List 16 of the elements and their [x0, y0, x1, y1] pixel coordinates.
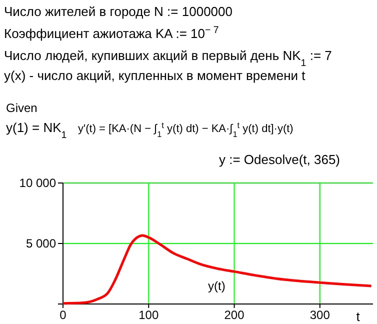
text: Given [6, 101, 38, 115]
text: y(x) - число акций, купленных в момент времени t [4, 68, 306, 83]
y-tick-label: 5 000 [26, 236, 56, 251]
x-tick-label: 0 [60, 308, 67, 322]
x-tick-label: 200 [224, 308, 245, 322]
x-axis-title: t [356, 309, 360, 324]
text: y(1) = NK$_{1}$ [6, 120, 67, 140]
text: Число людей, купивших акций в первый день NK$_{1}$ := 7 [4, 48, 332, 68]
y-tick-label: 10 000 [19, 176, 56, 190]
text: Коэффициент ажиотажа KA := 10$^{− 7}$ [4, 24, 219, 41]
series-label: y(t) [208, 279, 226, 294]
text: Число жителей в городе N := 1000000 [4, 4, 232, 19]
x-tick-label: 100 [138, 308, 159, 322]
text: y := Odesolve(t, 365) [218, 152, 340, 167]
x-tick-label: 300 [310, 308, 330, 322]
text: y'(t) = [KA·(N − ∫$_{1}$$^{t}$ y(t) dt) − KA·∫$_{1}$$^{t}$ y(t) dt]·y(t) [78, 120, 294, 138]
